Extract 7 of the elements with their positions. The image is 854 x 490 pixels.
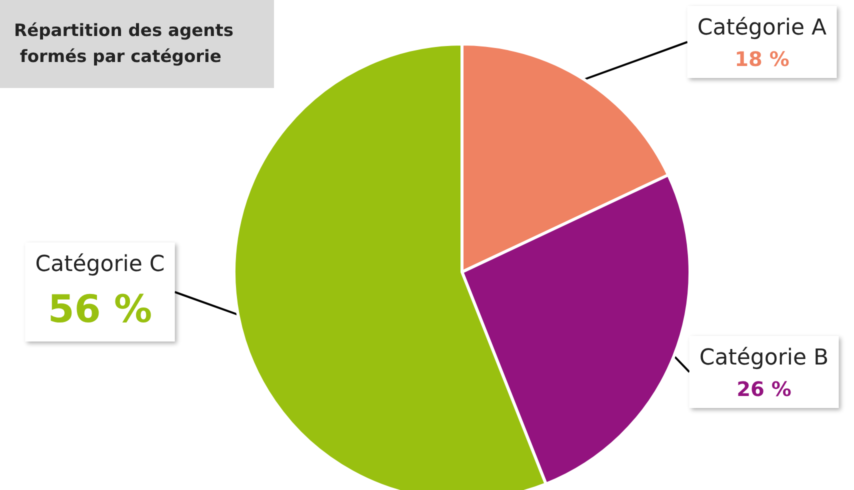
- data-label: 56 %: [48, 287, 152, 331]
- data-label: 18 %: [734, 47, 790, 71]
- data-label: 26 %: [736, 377, 792, 401]
- slice-label: Catégorie A: [697, 16, 827, 40]
- slice-label: Catégorie B: [699, 346, 829, 370]
- slice-label: Catégorie C: [35, 252, 165, 277]
- text: Répartition des agents formés par catégorie: [14, 21, 234, 67]
